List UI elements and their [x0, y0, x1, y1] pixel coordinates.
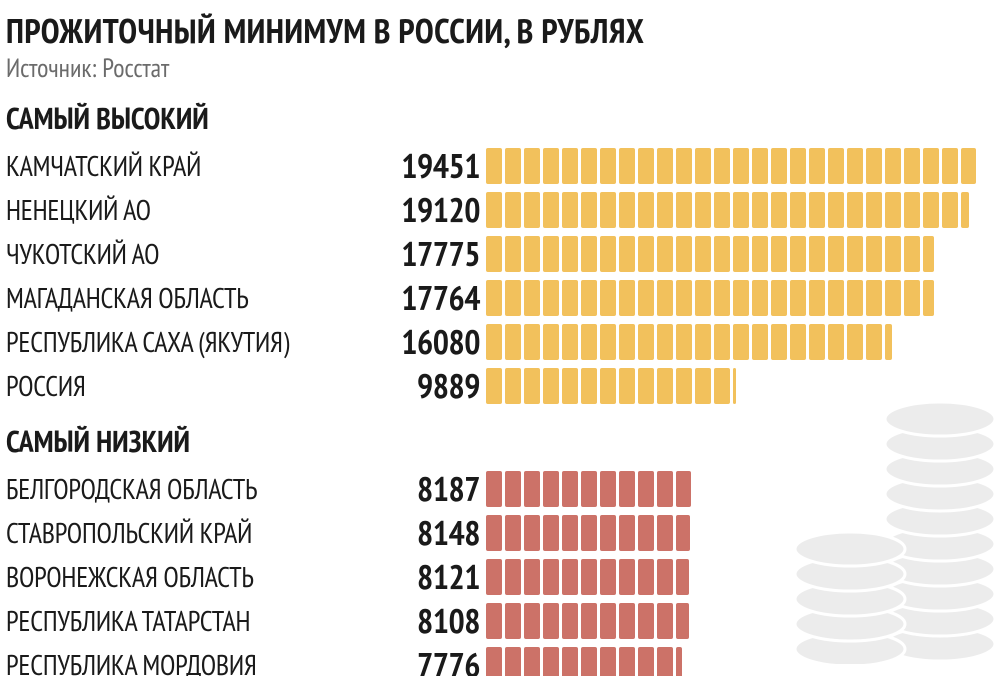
row-label: БЕЛГОРОДСКАЯ ОБЛАСТЬ [6, 470, 366, 507]
row-value: 7776 [366, 643, 484, 676]
row-bar [486, 471, 691, 507]
row-bar [486, 559, 689, 595]
row-bar [486, 192, 969, 228]
row-value: 8121 [366, 555, 484, 599]
data-row: РЕСПУБЛИКА МОРДОВИЯ7776 [6, 643, 994, 676]
data-row: БЕЛГОРОДСКАЯ ОБЛАСТЬ8187 [6, 467, 994, 511]
row-value: 8148 [366, 511, 484, 555]
row-value: 8108 [366, 599, 484, 643]
data-row: СТАВРОПОЛЬСКИЙ КРАЙ8148 [6, 511, 994, 555]
data-row: НЕНЕЦКИЙ АО19120 [6, 188, 994, 232]
data-row: ЧУКОТСКИЙ АО17775 [6, 232, 994, 276]
data-row: КАМЧАТСКИЙ КРАЙ19451 [6, 144, 994, 188]
data-row: ВОРОНЕЖСКАЯ ОБЛАСТЬ8121 [6, 555, 994, 599]
row-value: 19120 [366, 188, 484, 232]
row-label: РЕСПУБЛИКА ТАТАРСТАН [6, 602, 366, 639]
row-bar [486, 324, 892, 360]
row-value: 19451 [366, 144, 484, 188]
source-line: Источник: Росстат [6, 52, 994, 85]
data-row: РЕСПУБЛИКА ТАТАРСТАН8108 [6, 599, 994, 643]
lowest-rows: БЕЛГОРОДСКАЯ ОБЛАСТЬ8187СТАВРОПОЛЬСКИЙ К… [6, 467, 994, 676]
highest-rows: КАМЧАТСКИЙ КРАЙ19451НЕНЕЦКИЙ АО19120ЧУКО… [6, 144, 994, 408]
row-bar [486, 368, 736, 404]
row-label: РОССИЯ [6, 367, 366, 404]
row-label: РЕСПУБЛИКА САХА (ЯКУТИЯ) [6, 323, 366, 360]
row-bar [486, 280, 934, 316]
row-bar [486, 236, 934, 272]
row-label: СТАВРОПОЛЬСКИЙ КРАЙ [6, 514, 366, 551]
row-label: КАМЧАТСКИЙ КРАЙ [6, 147, 366, 184]
row-value: 16080 [366, 320, 484, 364]
row-label: ЧУКОТСКИЙ АО [6, 235, 366, 272]
section-highest-heading: САМЫЙ ВЫСОКИЙ [6, 99, 994, 138]
row-label: МАГАДАНСКАЯ ОБЛАСТЬ [6, 279, 366, 316]
data-row: РОССИЯ9889 [6, 364, 994, 408]
row-value: 8187 [366, 467, 484, 511]
row-value: 17775 [366, 232, 484, 276]
infographic-root: ПРОЖИТОЧНЫЙ МИНИМУМ В РОССИИ, В РУБЛЯХ И… [0, 0, 1000, 676]
data-row: РЕСПУБЛИКА САХА (ЯКУТИЯ)16080 [6, 320, 994, 364]
row-value: 9889 [366, 364, 484, 408]
row-label: НЕНЕЦКИЙ АО [6, 191, 366, 228]
section-lowest-heading: САМЫЙ НИЗКИЙ [6, 422, 994, 461]
row-bar [486, 647, 682, 676]
row-value: 17764 [366, 276, 484, 320]
row-label: РЕСПУБЛИКА МОРДОВИЯ [6, 646, 366, 676]
row-bar [486, 515, 690, 551]
row-label: ВОРОНЕЖСКАЯ ОБЛАСТЬ [6, 558, 366, 595]
row-bar [486, 603, 689, 639]
main-title: ПРОЖИТОЧНЫЙ МИНИМУМ В РОССИИ, В РУБЛЯХ [6, 14, 994, 50]
row-bar [486, 148, 976, 184]
data-row: МАГАДАНСКАЯ ОБЛАСТЬ17764 [6, 276, 994, 320]
